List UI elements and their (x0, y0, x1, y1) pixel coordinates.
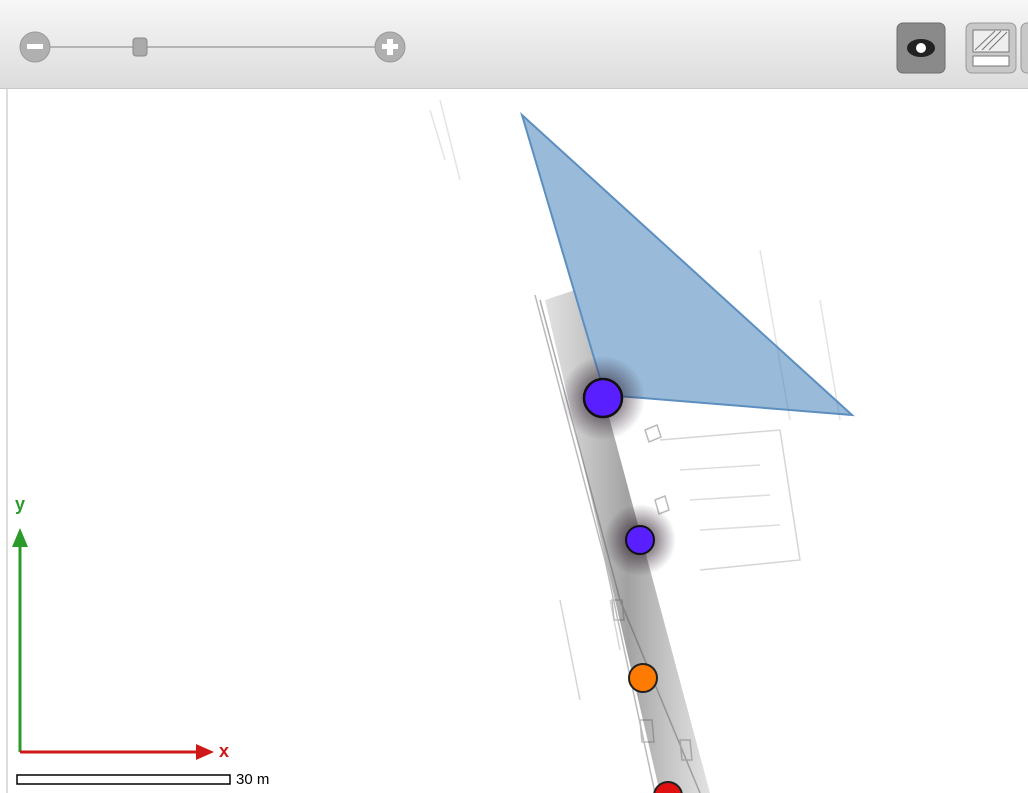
zoom-thumb[interactable] (132, 37, 148, 57)
camera-marker[interactable] (625, 525, 655, 555)
scale-bar: 30 m (16, 771, 269, 788)
toolbar-button[interactable] (1020, 22, 1028, 74)
zoom-in-icon (387, 39, 393, 55)
camera-marker[interactable] (582, 377, 624, 419)
ruler-icon (972, 55, 1010, 67)
waypoint-marker[interactable] (653, 781, 683, 793)
y-axis-label: y (15, 494, 25, 514)
scale-bar-label: 30 m (236, 771, 269, 788)
axis-indicator: y x (12, 494, 229, 761)
measure-icon (974, 30, 1008, 51)
waypoint-marker[interactable] (628, 663, 658, 693)
x-axis-arrow (196, 744, 214, 760)
view-cone (520, 111, 855, 417)
eye-icon (916, 43, 926, 53)
zoom-out-icon (27, 44, 43, 49)
toolbar (0, 0, 1028, 89)
y-axis-arrow (12, 528, 28, 547)
scale-bar-rect (16, 774, 231, 785)
toolbar-controls (19, 22, 1028, 74)
x-axis-label: x (219, 741, 229, 761)
